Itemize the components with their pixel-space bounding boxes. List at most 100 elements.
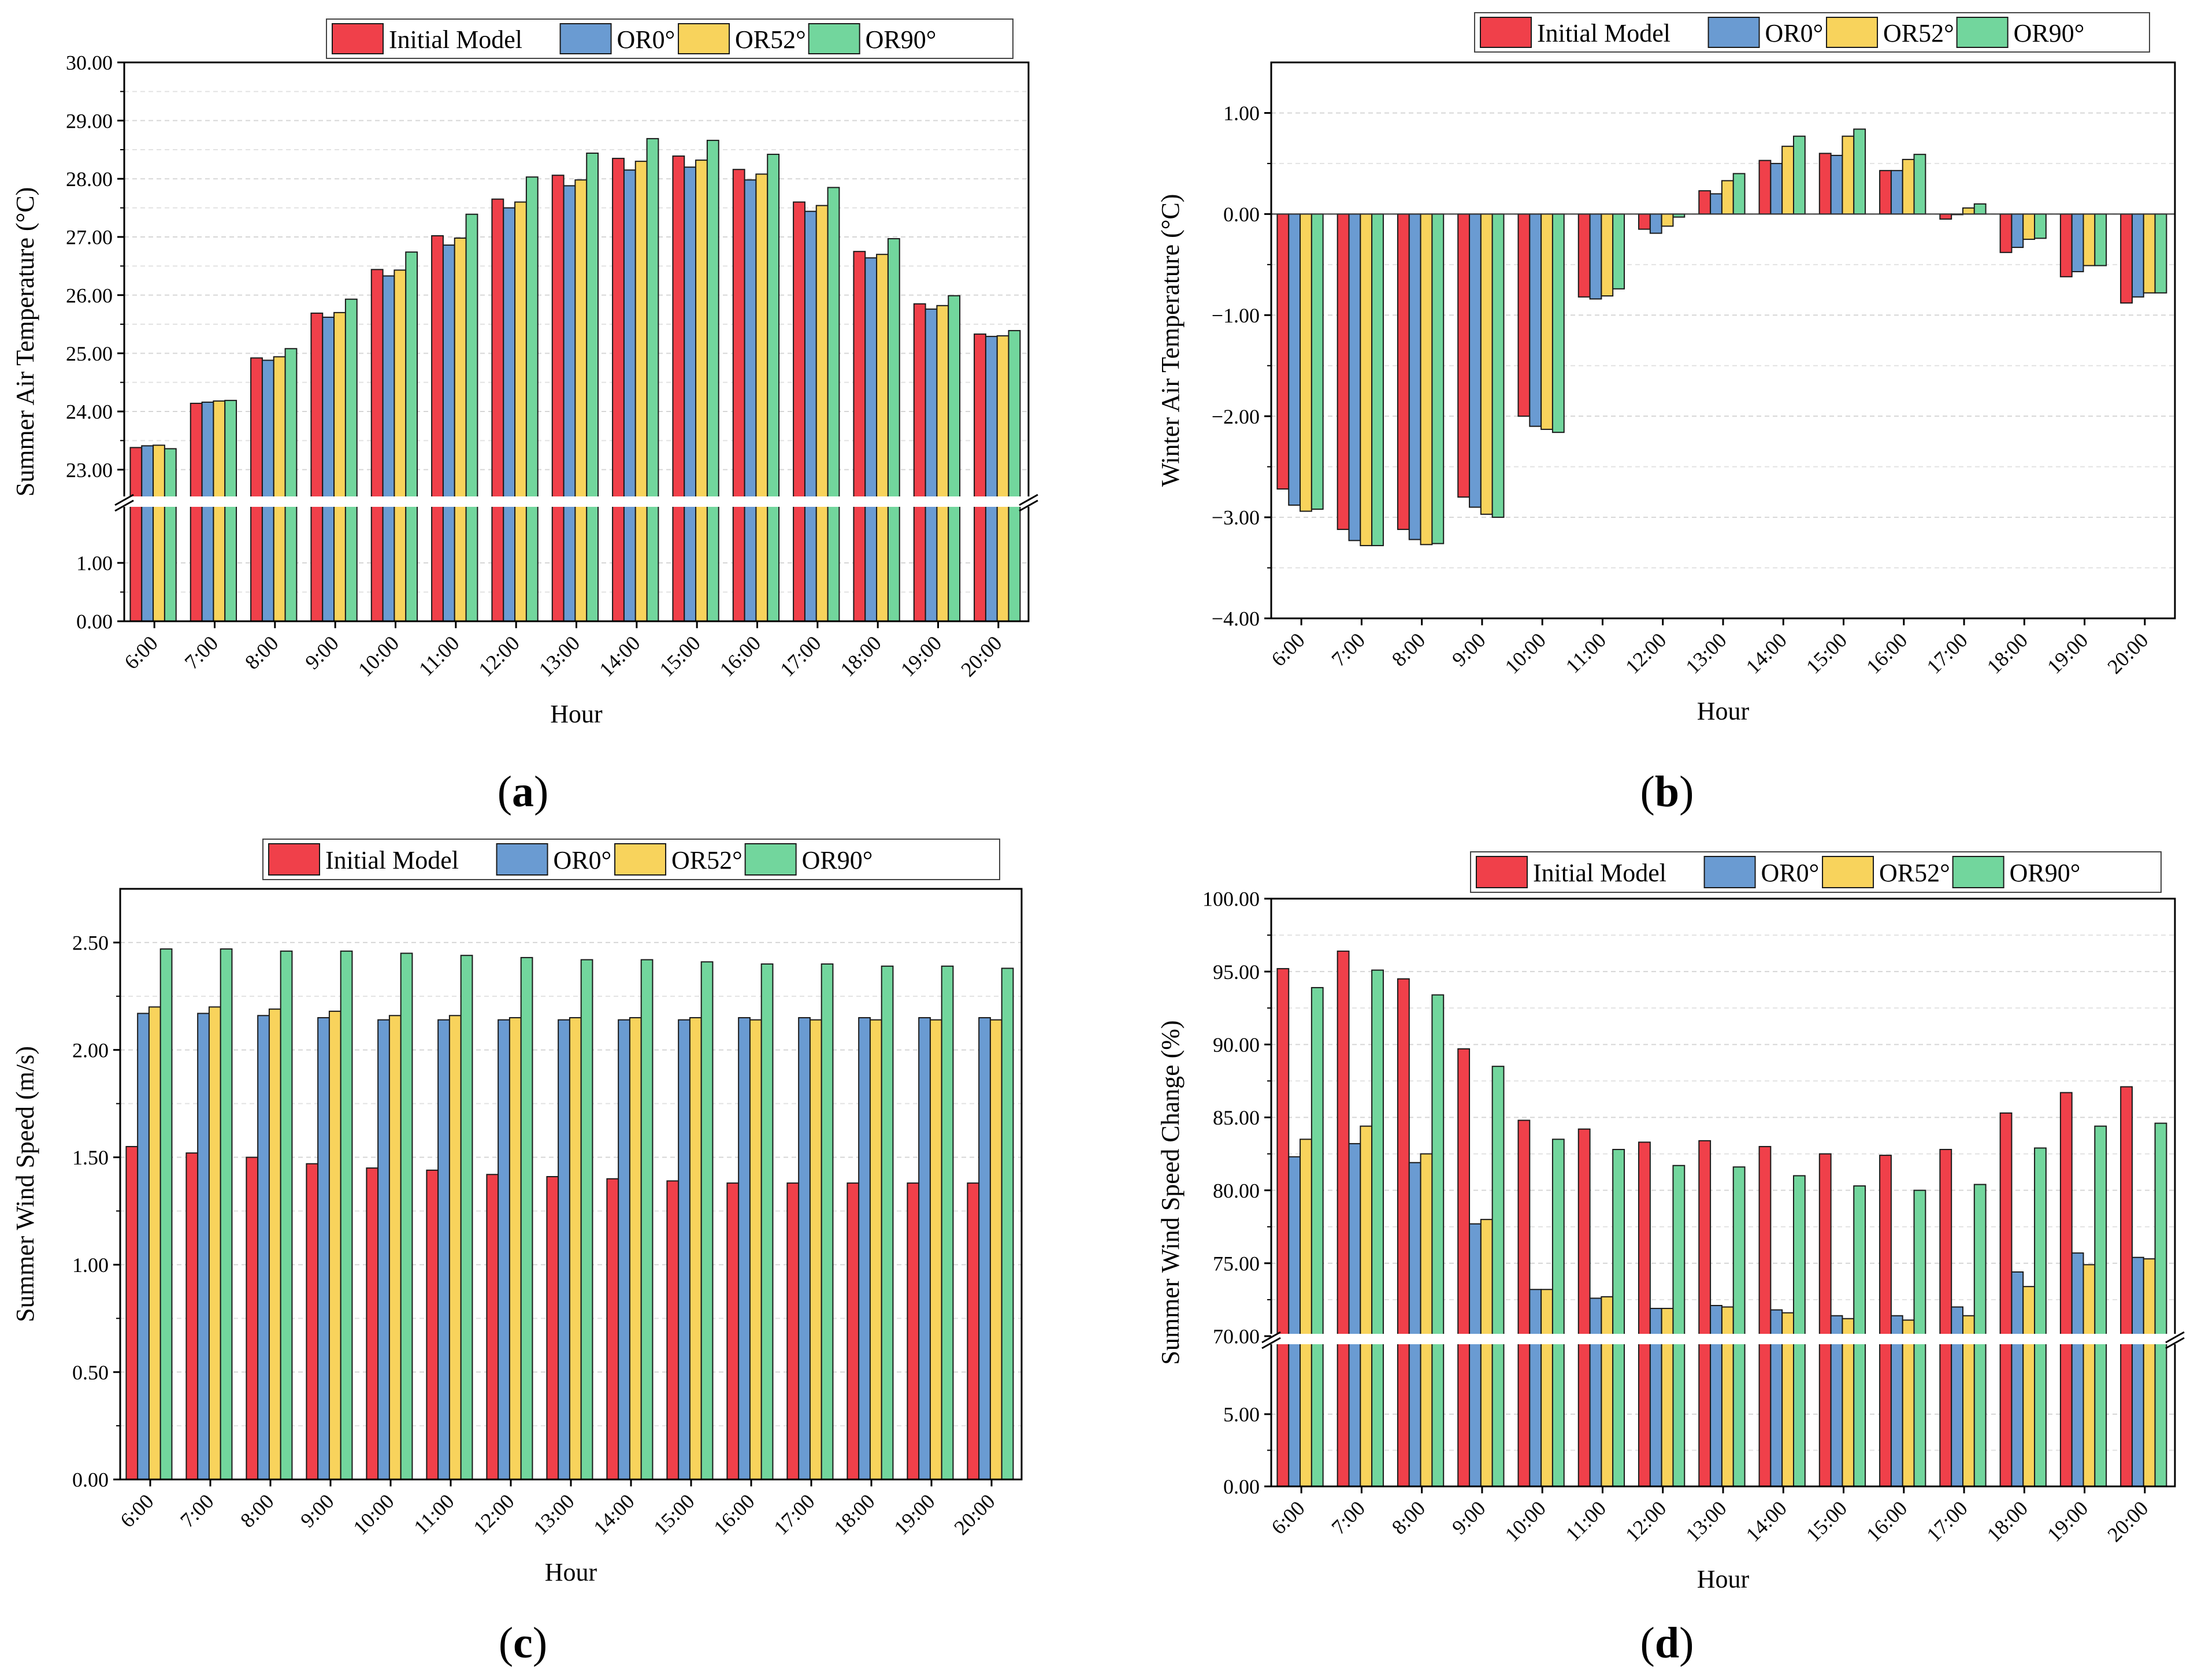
axis-break-mark: [114, 494, 134, 506]
bar-initialmodel-1200: [1638, 213, 1651, 230]
x-tick-label: 12:00: [474, 631, 524, 681]
bar-initialmodel-1900: [2059, 1092, 2073, 1488]
bar-or0-1000: [377, 1019, 390, 1481]
bar-or52-800: [1420, 213, 1433, 546]
legend-label-or0: OR0°: [1765, 19, 1824, 47]
y-tick-label: 90.00: [1213, 1033, 1260, 1056]
x-tick-label: 15:00: [1802, 1496, 1851, 1546]
bar-or90-700: [224, 399, 237, 622]
chart-c: 0.00 0.50 1.00 1.50 2.00 2.50 6:00 7:00 8:00 9:00…: [11, 839, 1023, 1586]
bar-or0-1900: [925, 308, 938, 622]
bar-or52-2000: [989, 1019, 1003, 1481]
x-tick-label: 20:00: [2103, 1496, 2152, 1546]
bar-or90-1000: [400, 952, 413, 1481]
bar-or52-1800: [2022, 1286, 2036, 1488]
y-tick-label: 85.00: [1213, 1106, 1260, 1129]
bar-or90-900: [344, 298, 358, 622]
y-tick-label: 1.00: [76, 552, 113, 575]
bar-or0-1500: [684, 166, 697, 622]
axis-break-mark: [2165, 1331, 2185, 1344]
bar-or90-1100: [465, 213, 478, 622]
bar-or90-1800: [2034, 213, 2047, 239]
bar-initialmodel-600: [129, 447, 143, 622]
legend-label-or90: OR90°: [802, 846, 873, 874]
bar-or52-1200: [1661, 213, 1674, 227]
bar-initialmodel-1500: [666, 1180, 680, 1480]
bar-or90-1600: [1913, 154, 1926, 215]
bar-initialmodel-1800: [847, 1182, 860, 1480]
bar-or90-1500: [1853, 128, 1866, 215]
legend-label-or0: OR0°: [1761, 859, 1820, 887]
bar-or0-1600: [744, 179, 757, 622]
bar-or0-600: [1288, 213, 1301, 506]
bar-or52-600: [1300, 1138, 1312, 1487]
bar-or90-1500: [700, 961, 714, 1480]
x-tick-label: 19:00: [2043, 1496, 2092, 1546]
legend-swatch-or0: [1703, 856, 1756, 888]
bar-or0-1100: [1589, 213, 1602, 300]
legend-label-or90: OR90°: [866, 25, 937, 54]
bar-or52-1200: [508, 1017, 522, 1480]
bar-or0-2000: [2131, 213, 2144, 298]
y-axis-title: Summer Wind Speed (m/s): [11, 1046, 39, 1322]
x-tick-label: 19:00: [896, 631, 946, 681]
bar-or90-1700: [1973, 203, 1987, 215]
x-tick-label: 16:00: [1862, 1496, 1911, 1546]
bar-or52-1800: [869, 1019, 882, 1481]
x-tick-label: 6:00: [116, 1489, 158, 1532]
bar-or0-700: [1348, 1143, 1361, 1488]
x-axis-title: Hour: [1697, 697, 1750, 725]
bar-or0-1400: [618, 1019, 630, 1481]
bar-initialmodel-1400: [612, 158, 625, 622]
legend-label-or52: OR52°: [1879, 859, 1950, 887]
bar-or90-1300: [1732, 173, 1746, 215]
legend-swatch-initial: [268, 843, 320, 876]
x-tick-label: 9:00: [296, 1489, 339, 1532]
bar-or90-600: [164, 448, 177, 622]
x-tick-label: 14:00: [589, 1489, 638, 1539]
bar-or0-700: [1348, 213, 1361, 542]
bar-or52-1000: [1540, 213, 1553, 430]
bar-or0-800: [1408, 213, 1421, 540]
bar-or0-1000: [1529, 213, 1542, 427]
bar-or90-800: [284, 348, 298, 622]
x-tick-label: 9:00: [1447, 628, 1490, 671]
bar-or90-2000: [1008, 330, 1021, 622]
y-tick-label: 80.00: [1213, 1179, 1260, 1202]
bar-or52-2000: [2143, 1258, 2156, 1488]
bar-initialmodel-1600: [732, 169, 745, 622]
bar-or52-1100: [1601, 213, 1614, 297]
axis-break-mark: [1019, 494, 1038, 506]
bar-or90-600: [159, 948, 173, 1481]
bar-or0-1800: [864, 257, 878, 622]
bar-or90-1900: [941, 965, 954, 1480]
bar-initialmodel-1100: [1577, 1128, 1591, 1487]
bar-or0-700: [197, 1013, 210, 1480]
bar-initialmodel-1000: [1517, 213, 1531, 417]
bar-or0-1300: [558, 1019, 570, 1481]
bar-initialmodel-800: [246, 1156, 259, 1480]
bar-initialmodel-1100: [426, 1169, 439, 1480]
x-tick-label: 12:00: [1621, 1496, 1670, 1546]
legend-label-or0: OR0°: [617, 25, 675, 54]
bar-or52-1800: [876, 254, 889, 622]
bar-or90-1300: [586, 153, 599, 622]
bar-or0-1900: [918, 1017, 931, 1480]
bar-initialmodel-2000: [2120, 1086, 2133, 1487]
bar-or52-1300: [574, 179, 588, 622]
bar-initialmodel-2000: [967, 1182, 980, 1480]
bar-or52-2000: [2143, 213, 2156, 294]
axis-break-gap: [1254, 1334, 2192, 1344]
x-tick-label: 18:00: [1983, 1496, 2032, 1546]
bar-or0-1200: [1649, 213, 1662, 234]
bar-or90-1000: [1551, 213, 1565, 433]
bar-initialmodel-1100: [431, 235, 444, 622]
bar-or90-700: [220, 948, 233, 1481]
x-tick-label: 13:00: [1681, 1496, 1731, 1546]
axis-break-mark: [1261, 1331, 1281, 1344]
panel-label-b: (b): [1640, 767, 1694, 816]
bar-initialmodel-1600: [1879, 1155, 1892, 1487]
y-tick-label: 0.00: [1223, 203, 1260, 226]
legend-swatch-initial: [1480, 17, 1532, 48]
